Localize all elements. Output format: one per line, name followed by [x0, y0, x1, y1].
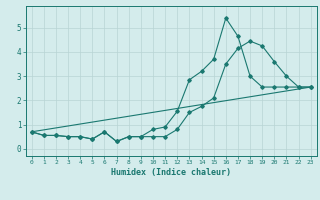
- X-axis label: Humidex (Indice chaleur): Humidex (Indice chaleur): [111, 168, 231, 177]
